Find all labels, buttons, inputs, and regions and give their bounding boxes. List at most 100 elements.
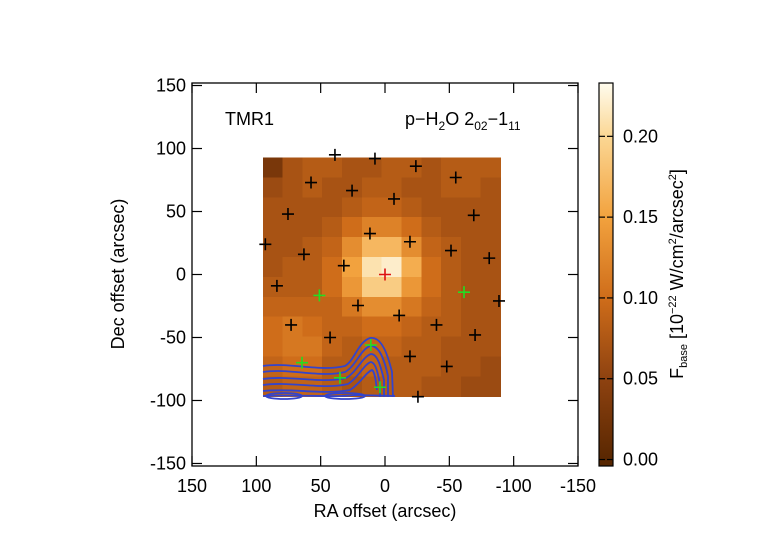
map-cell [460,217,482,238]
map-cell [441,197,462,218]
map-cell [480,256,502,278]
source-marker [351,299,364,312]
map-cell [361,177,383,198]
map-cell [322,356,343,377]
contour [262,361,381,397]
map-cell [441,316,462,338]
map-cell [262,217,284,238]
label-part: /arcsec [667,180,687,238]
map-cell [460,296,482,318]
map-cell [460,316,482,338]
map-cell [322,197,343,218]
map-cell [480,177,502,198]
map-cell [262,236,284,258]
map-cell [460,157,482,178]
contour [265,392,303,400]
map-cell [262,256,284,278]
y-tick-label: -50 [160,327,186,347]
map-cell [282,336,303,358]
map-cell [342,276,363,298]
y-tick-label: 0 [176,265,186,285]
map-cell [381,256,402,278]
label-part: [10 [667,314,687,344]
map-cell [282,177,303,198]
map-cell [421,177,442,198]
map-cell [480,217,502,238]
source-marker [430,318,443,331]
source-marker [449,171,462,184]
map-cell [401,236,422,258]
map-cell [302,276,323,298]
contour [262,353,385,397]
map-cell [302,336,323,358]
map-cell [421,316,442,338]
map-cell [460,177,482,198]
map-cell [421,256,442,278]
source-marker [297,248,310,261]
map-cell [401,157,422,178]
map-cell [322,256,343,278]
map-cell [262,157,284,178]
map-cell [282,376,303,397]
source-marker [393,309,406,322]
map-cell [460,336,482,358]
map-cell [342,296,363,318]
source-layer [259,148,505,403]
label-part: p−H [405,109,439,129]
source-marker [409,160,422,173]
map-cell [441,177,462,198]
source-marker [270,279,283,292]
source-marker [281,208,294,221]
map-cell [480,376,502,397]
map-cell [381,177,402,198]
map-cell [421,296,442,318]
map-cell [421,356,442,377]
map-cell [381,157,402,178]
map-cell [401,197,422,218]
source-marker [305,176,318,189]
colorbar-title: Fbase [10−22 W/cm2/arcsec2] [667,169,690,379]
label-part: F [667,368,687,379]
y-tick-label: -150 [150,453,186,473]
map-cell [460,376,482,397]
map-cell [262,197,284,218]
map-cell [421,217,442,238]
map-cell [302,177,323,198]
y-axis-title: Dec offset (arcsec) [108,199,128,350]
x-axis-title: RA offset (arcsec) [314,501,457,521]
map-cell [401,296,422,318]
map-cell [401,217,422,238]
map-cell [480,336,502,358]
x-tick-label: -150 [560,476,596,496]
map-cell [460,256,482,278]
x-tick-label: 50 [311,476,331,496]
map-cell [460,356,482,377]
x-tick-label: -100 [496,476,532,496]
source-marker [373,381,386,394]
map-cell [421,376,442,397]
x-tick-label: 100 [241,476,271,496]
contour [262,345,389,397]
map-cell [262,356,284,377]
source-marker [363,227,376,240]
line-label: p−H2O 202−111 [405,109,521,133]
map-cell [302,316,323,338]
source-marker [296,356,309,369]
contour [262,394,396,398]
map-cell [401,276,422,298]
map-cell [262,296,284,318]
source-marker [324,331,337,344]
y-tick-label: 50 [166,202,186,222]
contour [262,337,394,398]
label-part: −1 [488,109,509,129]
label-part: base [678,344,690,368]
label-part: 2 [439,119,446,133]
source-marker [379,268,391,281]
map-cell [342,157,363,178]
map-cell [342,316,363,338]
map-cell [361,316,383,338]
map-cell [262,177,284,198]
map-cell [441,336,462,358]
colorbar-tick-label: 0.20 [623,126,658,146]
source-marker [313,289,326,302]
